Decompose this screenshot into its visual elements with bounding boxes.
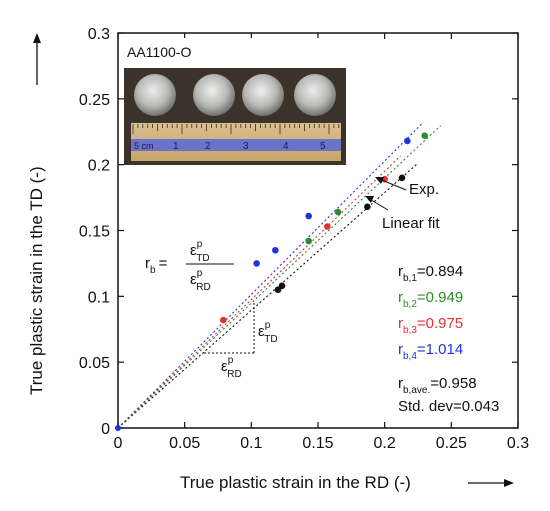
data-point bbox=[278, 282, 286, 290]
ruler-number-1: 1 bbox=[173, 141, 179, 152]
x-tick-label: 0.1 bbox=[240, 435, 262, 452]
specimen-photo: 5 cm 1 2 3 4 5 AA1100-O bbox=[124, 38, 346, 165]
data-point bbox=[305, 212, 312, 220]
data-point bbox=[364, 203, 371, 211]
y-tick-label: 0.15 bbox=[79, 224, 110, 241]
fit-callout-arrowhead bbox=[365, 196, 374, 203]
x-axis-arrow bbox=[468, 479, 514, 487]
data-point bbox=[253, 260, 260, 267]
ruler-ticks bbox=[132, 124, 340, 134]
fit-line bbox=[118, 125, 442, 428]
rvalue-average: rb,ave.=0.958 bbox=[398, 375, 477, 396]
ruler-scale-strip bbox=[131, 139, 341, 151]
origin-point bbox=[115, 425, 121, 431]
ruler-number-5: 5 bbox=[320, 141, 326, 152]
data-point bbox=[334, 208, 342, 216]
x-tick-label: 0.25 bbox=[436, 435, 467, 452]
ruler-number-4: 4 bbox=[283, 141, 289, 152]
x-tick-label: 0.2 bbox=[374, 435, 396, 452]
data-point bbox=[305, 237, 312, 245]
y-axis-arrow bbox=[33, 33, 41, 85]
y-tick-label: 0.2 bbox=[88, 158, 110, 175]
std-dev: Std. dev=0.043 bbox=[398, 398, 499, 415]
ruler-number-3: 3 bbox=[243, 141, 249, 152]
data-point bbox=[220, 316, 227, 324]
exp-label: Exp. bbox=[409, 181, 439, 198]
data-point bbox=[398, 174, 406, 182]
data-point bbox=[404, 137, 411, 145]
data-point bbox=[421, 132, 428, 139]
y-tick-label: 0.05 bbox=[79, 355, 110, 372]
fit-line bbox=[118, 162, 419, 428]
y-tick-label: 0.1 bbox=[88, 289, 110, 306]
slope-triangle-rd-eps: εp RD bbox=[221, 355, 242, 380]
x-tick-label: 0.3 bbox=[507, 435, 529, 452]
specimen-disc bbox=[242, 74, 284, 116]
rb-formula: rb = εp TD εp RD bbox=[145, 239, 234, 293]
slope-triangle bbox=[204, 303, 255, 354]
ruler-number-2: 2 bbox=[205, 141, 211, 152]
slope-triangle-td-eps: εp TD bbox=[258, 320, 278, 345]
inset-label: AA1100-O bbox=[127, 44, 191, 60]
rvalue-legend: rb,1=0.894 rb,2=0.949 rb,3=0.975 rb,4=1.… bbox=[398, 263, 499, 415]
exp-callout-arrowhead bbox=[375, 177, 384, 184]
x-tick-label: 0.15 bbox=[302, 435, 333, 452]
rvalue-2: rb,2=0.949 bbox=[398, 289, 463, 310]
fit-line bbox=[118, 155, 402, 428]
specimen-disc bbox=[134, 74, 176, 116]
svg-text:rb=: rb = bbox=[145, 255, 168, 276]
rvalue-4: rb,4=1.014 bbox=[398, 341, 463, 362]
y-tick-label: 0.3 bbox=[88, 26, 110, 43]
rvalue-1: rb,1=0.894 bbox=[398, 263, 463, 284]
specimen-disc bbox=[294, 74, 336, 116]
data-point bbox=[324, 223, 331, 230]
specimen-disc bbox=[193, 74, 235, 116]
y-tick-label: 0 bbox=[101, 421, 110, 438]
fit-line bbox=[118, 121, 424, 428]
linear-fit-label: Linear fit bbox=[382, 215, 440, 232]
data-point bbox=[272, 246, 279, 254]
x-tick-label: 0 bbox=[114, 435, 123, 452]
x-axis-label: True plastic strain in the RD (-) bbox=[180, 473, 411, 492]
y-tick-label: 0.25 bbox=[79, 92, 110, 109]
y-axis-label: True plastic strain in the TD (-) bbox=[27, 166, 46, 395]
ruler-unit-label: 5 cm bbox=[134, 141, 154, 151]
x-tick-label: 0.05 bbox=[169, 435, 200, 452]
rvalue-3: rb,3=0.975 bbox=[398, 315, 463, 336]
